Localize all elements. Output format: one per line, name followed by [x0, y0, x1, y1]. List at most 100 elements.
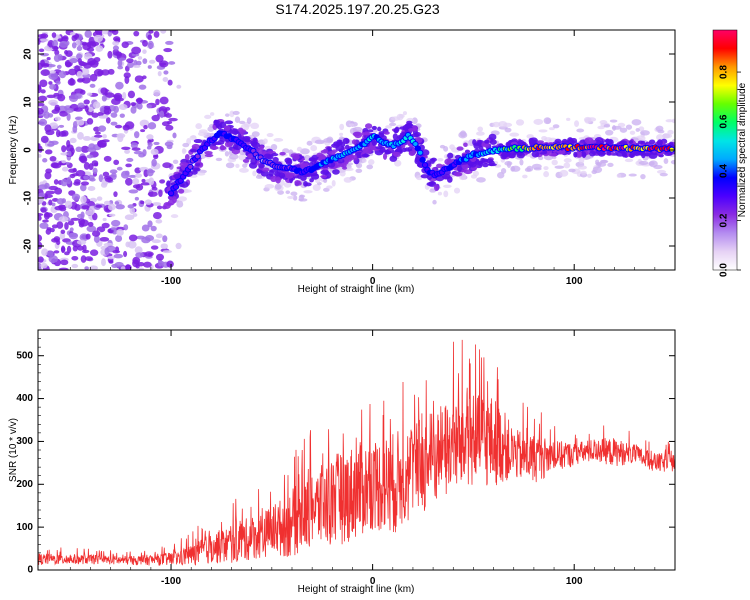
- noise-blob: [47, 113, 54, 118]
- noise-blob: [60, 245, 66, 254]
- y-tick-label: 500: [16, 350, 33, 361]
- noise-blob: [155, 219, 163, 224]
- y-tick-label: 10: [23, 96, 34, 108]
- colorbar-tick-label: 0.8: [719, 65, 730, 79]
- noise-blob: [59, 40, 69, 48]
- noise-blob: [163, 47, 173, 53]
- noise-blob: [147, 40, 154, 49]
- halo-blob: [477, 126, 484, 132]
- noise-blob: [128, 189, 139, 194]
- band-blob: [429, 158, 436, 164]
- halo-blob: [559, 169, 569, 177]
- noise-blob: [54, 49, 60, 56]
- noise-blob: [67, 150, 72, 157]
- noise-blob: [39, 79, 48, 88]
- halo-blob: [314, 139, 325, 145]
- noise-blob: [71, 263, 79, 269]
- band-blob: [516, 151, 525, 159]
- noise-blob: [54, 205, 64, 211]
- noise-blob: [76, 53, 83, 60]
- noise-blob: [77, 102, 85, 108]
- noise-blob: [140, 129, 146, 133]
- band-blob: [351, 139, 357, 145]
- noise-blob: [110, 121, 118, 126]
- noise-blob: [82, 136, 92, 141]
- band-blob: [554, 138, 562, 144]
- noise-blob: [81, 249, 90, 254]
- noise-blob: [125, 241, 131, 248]
- noise-blob: [165, 40, 174, 45]
- noise-blob: [102, 217, 107, 222]
- halo-blob: [492, 121, 501, 128]
- noise-blob: [58, 124, 65, 128]
- halo-blob: [389, 122, 397, 127]
- noise-blob: [122, 91, 127, 100]
- noise-blob: [75, 39, 81, 46]
- noise-blob: [76, 239, 87, 245]
- noise-blob: [150, 148, 159, 156]
- noise-blob: [128, 234, 138, 242]
- halo-blob: [631, 119, 642, 126]
- noise-blob: [147, 65, 152, 69]
- halo-blob: [352, 126, 363, 132]
- noise-blob: [162, 162, 172, 169]
- noise-blob: [133, 59, 138, 67]
- band-blob: [303, 180, 308, 187]
- halo-blob: [232, 110, 240, 115]
- noise-blob: [103, 155, 112, 162]
- noise-blob: [159, 96, 169, 105]
- band-blob: [536, 140, 544, 144]
- band-blob: [477, 160, 484, 165]
- band-blob: [456, 146, 464, 151]
- halo-blob: [563, 162, 571, 169]
- noise-blob: [97, 70, 103, 76]
- noise-blob: [120, 266, 127, 270]
- band-blob: [219, 145, 227, 151]
- noise-blob: [72, 167, 77, 173]
- noise-blob: [73, 181, 81, 186]
- noise-blob: [162, 76, 169, 83]
- band-blob: [213, 119, 220, 124]
- halo-blob: [543, 117, 552, 125]
- noise-blob: [125, 163, 132, 168]
- noise-blob: [89, 177, 96, 182]
- band-blob: [224, 120, 234, 125]
- halo-blob: [251, 131, 260, 137]
- halo-blob: [207, 126, 215, 132]
- noise-blob: [80, 255, 87, 263]
- halo-blob: [292, 195, 298, 201]
- halo-blob: [510, 165, 516, 172]
- noise-blob: [119, 113, 125, 118]
- halo-blob: [439, 144, 446, 149]
- band-blob: [193, 138, 203, 144]
- noise-blob: [147, 122, 157, 130]
- noise-blob: [38, 241, 43, 250]
- band-blob: [441, 173, 451, 180]
- band-blob: [382, 153, 388, 160]
- noise-blob: [57, 93, 66, 102]
- band-blob: [383, 131, 390, 135]
- noise-blob: [111, 98, 121, 106]
- noise-blob: [58, 267, 69, 270]
- noise-blob: [143, 124, 148, 130]
- noise-blob: [62, 35, 69, 42]
- noise-blob: [69, 77, 75, 86]
- band-blob: [484, 139, 490, 144]
- noise-blob: [152, 202, 162, 206]
- halo-blob: [215, 157, 223, 162]
- band-blob: [279, 151, 286, 156]
- noise-blob: [39, 38, 49, 42]
- band-blob: [606, 139, 613, 145]
- halo-blob: [638, 126, 645, 132]
- band-blob: [420, 174, 429, 179]
- noise-blob: [132, 259, 140, 268]
- noise-blob: [93, 235, 100, 243]
- noise-blob: [132, 213, 138, 217]
- noise-blob: [80, 211, 85, 219]
- band-blob: [595, 139, 601, 146]
- halo-blob: [204, 114, 212, 120]
- band-blob: [391, 151, 401, 156]
- noise-blob: [58, 216, 69, 223]
- noise-blob: [134, 75, 144, 83]
- halo-blob: [263, 138, 268, 145]
